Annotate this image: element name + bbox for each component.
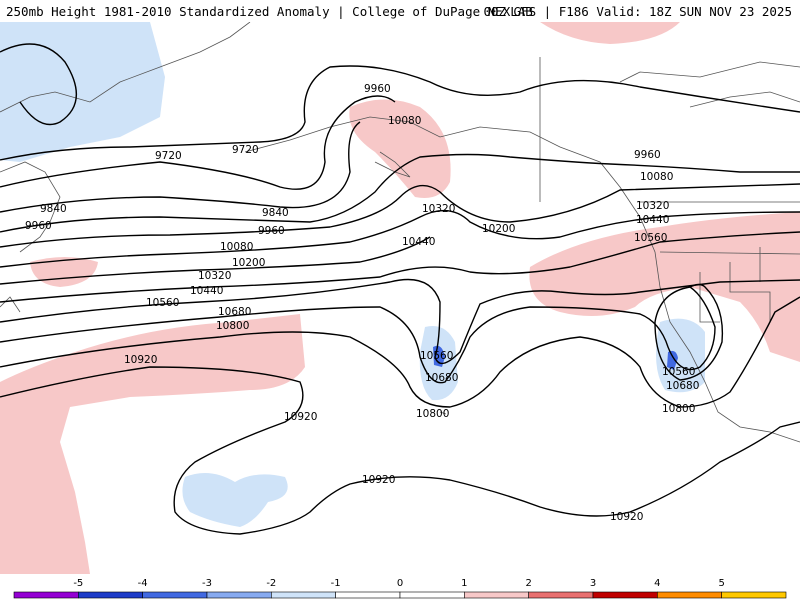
- contour-label: 10800: [662, 403, 695, 415]
- model-run-info: 00Z GFS | F186 Valid: 18Z SUN NOV 23 202…: [483, 4, 792, 19]
- contour-label: 10080: [640, 171, 673, 183]
- contour-label: 10800: [416, 408, 449, 420]
- contour-label: 9840: [40, 203, 67, 215]
- colorbar-swatch: [142, 591, 208, 599]
- height-contours: [0, 43, 800, 535]
- contour-label: 9960: [634, 149, 661, 161]
- contour-label: 10200: [482, 223, 515, 235]
- contour-label: 10200: [232, 257, 265, 269]
- colorbar-swatch: [657, 591, 722, 599]
- contour-label: 10920: [124, 354, 157, 366]
- map-title: 250mb Height 1981-2010 Standardized Anom…: [6, 4, 533, 19]
- contour-label: 10920: [362, 474, 395, 486]
- contour-label: 9720: [155, 150, 182, 162]
- colorbar-tick-label: 2: [525, 578, 531, 589]
- colorbar-swatches: [13, 591, 787, 599]
- positive-anomaly-westcoast: [529, 212, 800, 362]
- colorbar-tick-label: 0: [397, 578, 403, 589]
- colorbar-swatch: [592, 591, 658, 599]
- positive-anomaly-japan: [30, 257, 98, 287]
- contour-label: 10560: [662, 366, 695, 378]
- colorbar-swatch: [528, 591, 594, 599]
- contour-label: 10680: [666, 380, 699, 392]
- contour-label: 10320: [198, 270, 231, 282]
- contour-label: 10080: [388, 115, 421, 127]
- anomaly-shading: [0, 22, 800, 574]
- contour-label: 10920: [610, 511, 643, 523]
- contour-labels: 9960 10080 9720 9720 9840 9960 9840 9960…: [25, 83, 699, 523]
- contour-label: 9840: [262, 207, 289, 219]
- colorbar-tick-label: -4: [138, 578, 148, 589]
- colorbar-swatch: [721, 591, 787, 599]
- colorbar-tick-label: 1: [461, 578, 467, 589]
- colorbar-tick-label: 3: [590, 578, 596, 589]
- colorbar-tick-label: -2: [266, 578, 276, 589]
- colorbar-tick-label: -1: [331, 578, 341, 589]
- contour-label: 9960: [364, 83, 391, 95]
- colorbar-swatch: [335, 591, 401, 599]
- positive-anomaly-ne: [540, 22, 680, 44]
- anomaly-map: 9960 10080 9720 9720 9840 9960 9840 9960…: [0, 22, 800, 574]
- positive-anomaly-alaska: [349, 99, 451, 198]
- contour-label: 10320: [636, 200, 669, 212]
- title-bar: 250mb Height 1981-2010 Standardized Anom…: [0, 0, 800, 22]
- colorbar-tick-label: -5: [73, 578, 83, 589]
- colorbar-swatch: [206, 591, 272, 599]
- colorbar-swatch: [464, 591, 529, 599]
- contour-label: 9960: [258, 225, 285, 237]
- contour-label: 9960: [25, 220, 52, 232]
- colorbar-tick-label: 4: [654, 578, 660, 589]
- colorbar-tick-label: -3: [202, 578, 212, 589]
- contour-label: 10440: [190, 285, 223, 297]
- colorbar-swatch: [271, 591, 336, 599]
- contour-label: 10560: [146, 297, 179, 309]
- colorbar-tick-label: 5: [718, 578, 724, 589]
- contour-label: 10680: [218, 306, 251, 318]
- negative-anomaly-nw: [0, 22, 165, 162]
- anomaly-colorbar: -5 -4 -3 -2 -1 0 1 2 3 4 5: [13, 578, 787, 599]
- negative-anomaly-core-east: [667, 350, 678, 370]
- colorbar-swatch: [399, 591, 465, 599]
- positive-anomaly-pacific: [0, 314, 305, 574]
- negative-anomaly-south: [182, 473, 288, 527]
- contour-label: 10080: [220, 241, 253, 253]
- colorbar-tick-labels: -5 -4 -3 -2 -1 0 1 2 3 4 5: [73, 578, 725, 589]
- contour-label: 10800: [216, 320, 249, 332]
- contour-label: 10440: [636, 214, 669, 226]
- contour-label: 10560: [420, 350, 453, 362]
- contour-label: 10440: [402, 236, 435, 248]
- contour-label: 10320: [422, 203, 455, 215]
- negative-anomaly-east: [656, 318, 705, 393]
- coastlines: [0, 22, 800, 443]
- contour-label: 10680: [425, 372, 458, 384]
- colorbar-swatch: [78, 591, 143, 599]
- colorbar-swatch: [13, 591, 79, 599]
- contour-label: 10560: [634, 232, 667, 244]
- contour-label: 9720: [232, 144, 259, 156]
- contour-label: 10920: [284, 411, 317, 423]
